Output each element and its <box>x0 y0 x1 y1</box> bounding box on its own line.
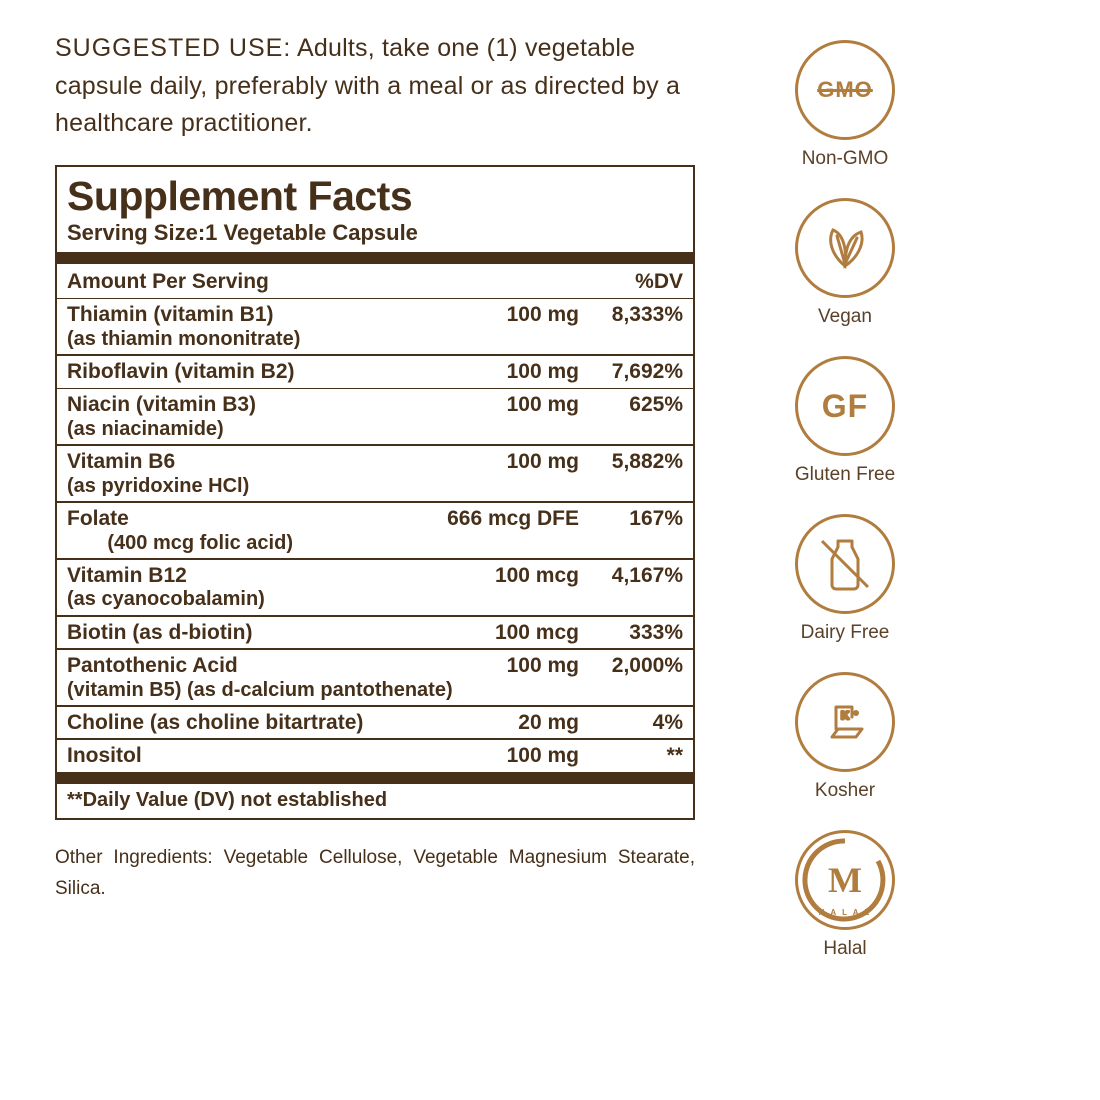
badge-kosher: K Kosher <box>795 672 895 802</box>
nutrient-name: Pantothenic Acid(vitamin B5) (as d-calci… <box>67 654 453 702</box>
rule-thick-bottom <box>57 772 693 784</box>
nutrient-row: Pantothenic Acid(vitamin B5) (as d-calci… <box>57 650 693 705</box>
suggested-use: SUGGESTED USE: Adults, take one (1) vege… <box>55 30 695 143</box>
nutrient-row: Vitamin B6(as pyridoxine HCl)100 mg5,882… <box>57 446 693 501</box>
nutrient-row: Riboflavin (vitamin B2)100 mg7,692% <box>57 356 693 388</box>
gluten-free-icon: GF <box>795 356 895 456</box>
suggested-use-lead: SUGGESTED USE: <box>55 34 291 62</box>
nutrient-name: Riboflavin (vitamin B2) <box>67 360 453 385</box>
nutrient-sub: (as cyanocobalamin) <box>67 588 453 612</box>
badge-dairy-free: Dairy Free <box>795 514 895 644</box>
nutrient-sub: (as niacinamide) <box>67 418 453 442</box>
nutrient-row: Inositol100 mg** <box>57 740 693 772</box>
nutrient-name: Choline (as choline bitartrate) <box>67 711 453 736</box>
nutrient-dv: 167% <box>583 507 683 532</box>
badge-non-gmo: GMO Non-GMO <box>795 40 895 170</box>
facts-header-row: Amount Per Serving %DV <box>57 264 693 298</box>
nutrient-row: Vitamin B12(as cyanocobalamin)100 mcg4,1… <box>57 560 693 615</box>
nutrient-row: Niacin (vitamin B3)(as niacinamide)100 m… <box>57 389 693 444</box>
dairy-free-icon <box>795 514 895 614</box>
nutrient-name: Biotin (as d-biotin) <box>67 621 453 646</box>
dv-footnote: **Daily Value (DV) not established <box>57 784 693 818</box>
nutrient-name: Folate(400 mcg folic acid) <box>67 507 403 555</box>
nutrient-row: Folate(400 mcg folic acid)666 mcg DFE167… <box>57 503 693 558</box>
amount-per-serving-label: Amount Per Serving <box>67 270 269 294</box>
nutrient-row: Choline (as choline bitartrate)20 mg4% <box>57 707 693 739</box>
nutrient-row: Thiamin (vitamin B1)(as thiamin mononitr… <box>57 299 693 354</box>
vegan-icon <box>795 198 895 298</box>
certification-badges: GMO Non-GMO Vegan GF Gluten Free Dairy F… <box>755 30 935 1070</box>
nutrient-amount: 100 mg <box>453 744 583 769</box>
nutrient-amount: 666 mcg DFE <box>403 507 583 532</box>
nutrient-dv: 8,333% <box>583 303 683 328</box>
nutrient-name: Thiamin (vitamin B1)(as thiamin mononitr… <box>67 303 453 351</box>
supplement-facts-panel: Supplement Facts Serving Size:1 Vegetabl… <box>55 165 695 820</box>
nutrient-dv: 625% <box>583 393 683 418</box>
nutrient-name: Niacin (vitamin B3)(as niacinamide) <box>67 393 453 441</box>
rule-thick <box>57 252 693 264</box>
kosher-icon: K <box>795 672 895 772</box>
badge-gluten-free: GF Gluten Free <box>795 356 895 486</box>
nutrient-dv: 4% <box>583 711 683 736</box>
nutrient-amount: 100 mg <box>453 393 583 418</box>
nutrient-dv: ** <box>583 744 683 769</box>
nutrient-dv: 4,167% <box>583 564 683 589</box>
nutrient-sub: (as pyridoxine HCl) <box>67 475 453 499</box>
nutrient-sub: (as thiamin mononitrate) <box>67 328 453 352</box>
nutrient-dv: 333% <box>583 621 683 646</box>
nutrient-name: Vitamin B12(as cyanocobalamin) <box>67 564 453 612</box>
other-ingredients: Other Ingredients: Vegetable Cellulose, … <box>55 842 695 905</box>
facts-title: Supplement Facts <box>57 167 693 220</box>
nutrient-amount: 100 mg <box>453 303 583 328</box>
nutrient-amount: 100 mcg <box>453 621 583 646</box>
badge-vegan: Vegan <box>795 198 895 328</box>
nutrient-name: Inositol <box>67 744 453 769</box>
nutrient-amount: 100 mg <box>453 360 583 385</box>
nutrient-amount: 20 mg <box>453 711 583 736</box>
non-gmo-icon: GMO <box>795 40 895 140</box>
nutrient-dv: 5,882% <box>583 450 683 475</box>
nutrient-sub: (400 mcg folic acid) <box>67 532 293 556</box>
percent-dv-label: %DV <box>635 270 683 294</box>
nutrient-row: Biotin (as d-biotin)100 mcg333% <box>57 617 693 649</box>
nutrient-amount: 100 mg <box>453 450 583 475</box>
nutrient-dv: 7,692% <box>583 360 683 385</box>
halal-icon: M H A L A L <box>795 830 895 930</box>
nutrient-name: Vitamin B6(as pyridoxine HCl) <box>67 450 453 498</box>
nutrient-amount: 100 mg <box>453 654 583 679</box>
nutrient-dv: 2,000% <box>583 654 683 679</box>
svg-text:K: K <box>841 710 849 722</box>
serving-size: Serving Size:1 Vegetable Capsule <box>57 220 693 252</box>
nutrient-sub: (vitamin B5) (as d-calcium pantothenate) <box>67 679 453 703</box>
badge-halal: M H A L A L Halal <box>795 830 895 960</box>
nutrient-amount: 100 mcg <box>453 564 583 589</box>
